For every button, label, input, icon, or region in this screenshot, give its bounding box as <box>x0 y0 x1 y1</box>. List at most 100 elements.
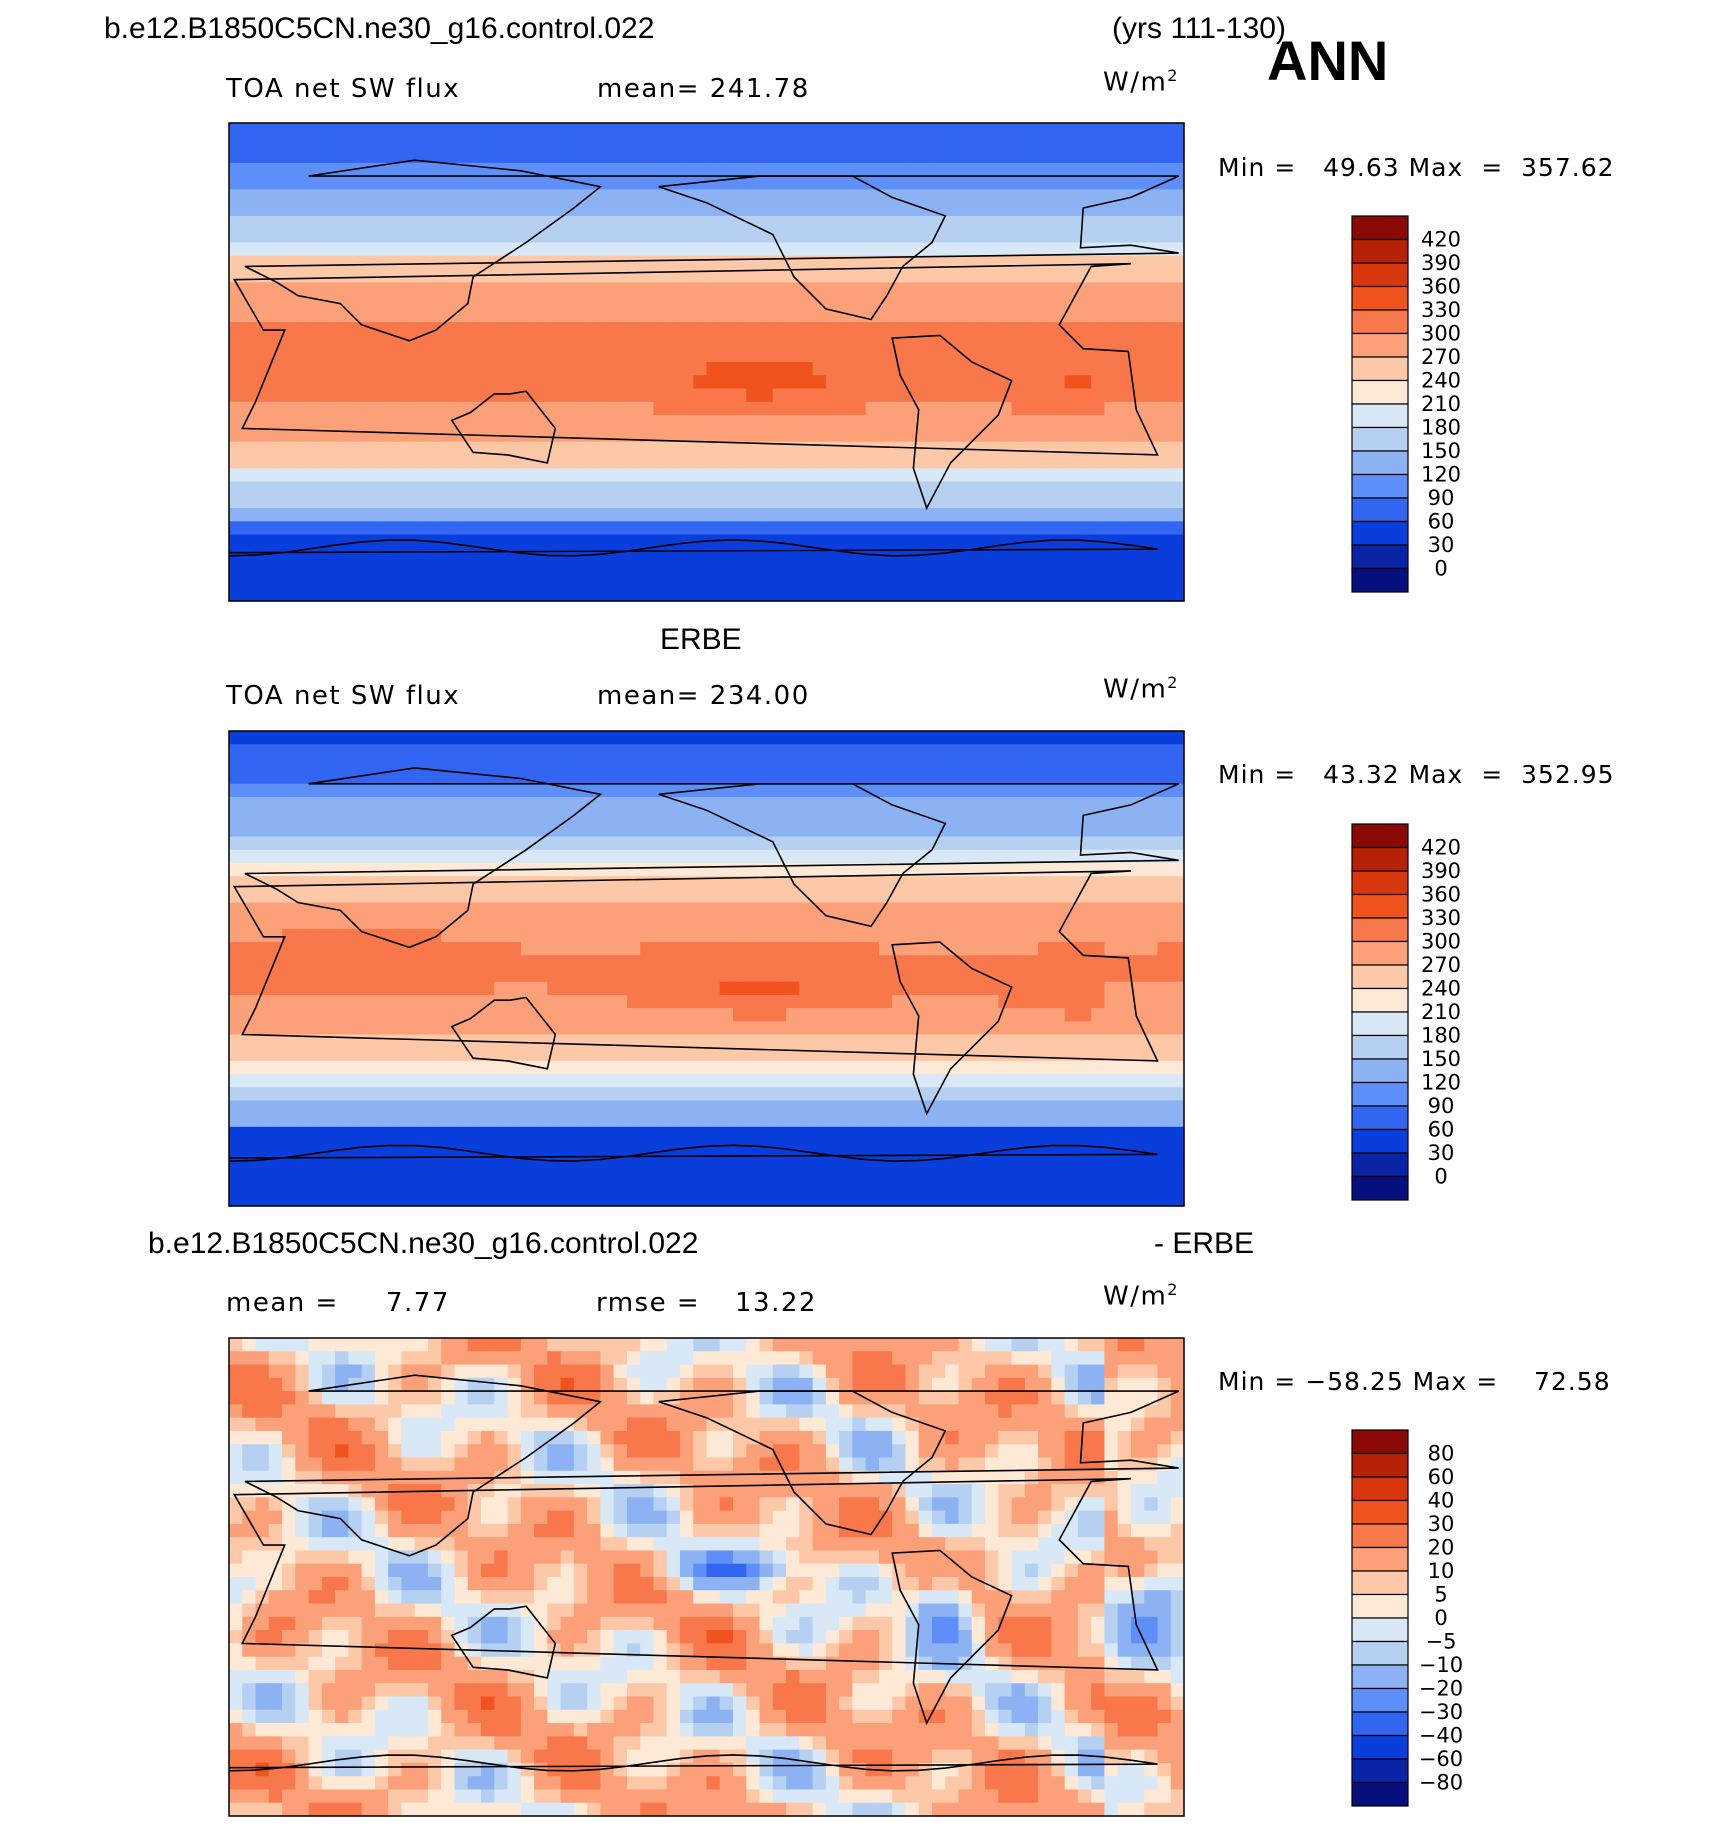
map-cell <box>534 229 548 244</box>
map-cell <box>255 968 270 983</box>
map-cell <box>295 362 310 376</box>
map-cell <box>374 481 389 496</box>
map-cell <box>1038 508 1052 522</box>
map-cell <box>1024 796 1039 811</box>
map-cell <box>414 335 429 350</box>
map-cell <box>905 744 920 758</box>
map-cell <box>1024 149 1039 164</box>
map-cell <box>507 335 522 350</box>
map-cell <box>295 1074 310 1088</box>
map-cell <box>693 136 708 151</box>
map-cell <box>427 547 442 562</box>
map-cell <box>985 521 999 536</box>
map-cell <box>1170 176 1185 190</box>
map-cell <box>812 415 827 429</box>
map-cell <box>971 534 986 549</box>
map-cell <box>1117 162 1132 177</box>
map-cell <box>242 202 257 217</box>
map-cell <box>467 836 482 851</box>
map-cell <box>388 744 403 758</box>
map-cell <box>1024 521 1039 536</box>
map-cell <box>653 1100 668 1115</box>
map-cell <box>308 481 323 496</box>
map-cell <box>1104 136 1119 151</box>
map-cell <box>308 149 323 164</box>
map-cell <box>335 348 349 363</box>
map-cell <box>560 415 575 429</box>
map-cell <box>454 994 469 1009</box>
map-cell <box>759 757 774 772</box>
map-cell <box>268 534 283 549</box>
map-cell <box>918 1100 933 1115</box>
map-cell <box>335 189 349 204</box>
map-cell <box>534 388 548 403</box>
map-cell <box>878 534 893 549</box>
map-cell <box>268 215 283 230</box>
map-cell <box>905 876 920 890</box>
map-cell <box>441 242 456 257</box>
map-cell <box>494 968 509 983</box>
map-cell <box>1117 1087 1132 1102</box>
map-cell <box>786 810 800 824</box>
map-cell <box>321 255 336 270</box>
map-cell <box>374 508 389 522</box>
map-cell <box>321 1100 336 1115</box>
map-cell <box>560 295 575 310</box>
map-cell <box>1051 162 1066 177</box>
map-cell <box>679 494 694 509</box>
map-cell <box>759 189 774 204</box>
map-cell <box>640 295 655 310</box>
map-cell <box>1117 388 1132 403</box>
map-cell <box>308 994 323 1009</box>
map-cell <box>772 508 787 522</box>
map-cell <box>427 1113 442 1128</box>
map-cell <box>321 136 336 151</box>
map-cell <box>998 468 1013 483</box>
map-cell <box>1117 136 1132 151</box>
map-cell <box>679 981 694 996</box>
map-cell <box>1104 494 1119 509</box>
map-cell <box>985 1047 999 1062</box>
map-cell <box>772 1113 787 1128</box>
map-cell <box>401 942 416 956</box>
map-cell <box>454 1074 469 1088</box>
map-cell <box>719 269 734 283</box>
map-cell <box>560 388 575 403</box>
map-cell <box>839 295 853 310</box>
map-cell <box>229 876 243 890</box>
map-cell <box>1077 322 1092 337</box>
map-cell <box>600 574 615 589</box>
map-cell <box>799 587 814 602</box>
map-cell <box>931 123 946 137</box>
map-cell <box>374 468 389 483</box>
map-cell <box>812 915 827 930</box>
map-cell <box>852 255 867 270</box>
map-cell <box>374 561 389 576</box>
map-cell <box>733 731 747 745</box>
map-cell <box>825 981 840 996</box>
map-cell <box>892 770 907 785</box>
map-cell <box>1077 981 1092 996</box>
map-cell <box>653 889 668 904</box>
map-cell <box>441 454 456 469</box>
map-cell <box>971 1021 986 1036</box>
map-cell <box>706 968 721 983</box>
map-cell <box>1104 942 1119 956</box>
map-cell <box>454 1113 469 1128</box>
map-cell <box>547 136 562 151</box>
map-cell <box>587 136 601 151</box>
map-cell <box>348 1140 363 1154</box>
map-cell <box>693 955 708 970</box>
map-cell <box>812 955 827 970</box>
map-cell <box>931 783 946 798</box>
map-cell <box>414 1087 429 1102</box>
map-cell <box>1091 441 1106 456</box>
map-cell <box>812 928 827 943</box>
map-cell <box>799 928 814 943</box>
map-cell <box>892 415 907 429</box>
map-cell <box>1117 534 1132 549</box>
map-cell <box>626 1047 641 1062</box>
map-cell <box>640 388 655 403</box>
map-cell <box>958 994 973 1009</box>
